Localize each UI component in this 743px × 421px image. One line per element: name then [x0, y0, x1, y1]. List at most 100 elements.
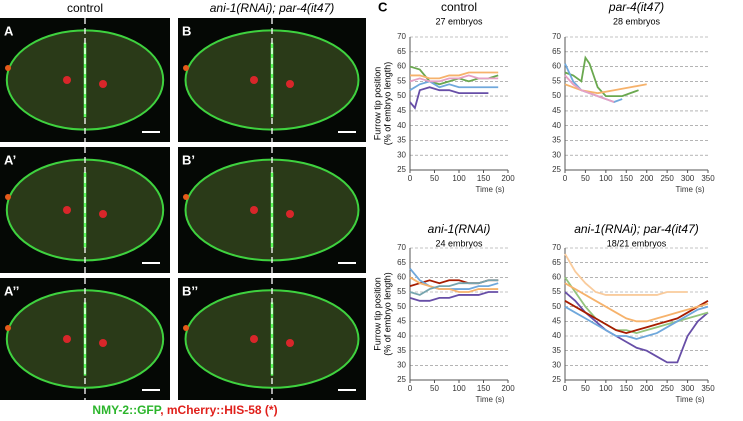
image-label: A’: [4, 152, 16, 167]
y-tick-label: 35: [397, 346, 406, 355]
image-label: B’’: [182, 283, 198, 298]
y-tick-label: 35: [552, 346, 561, 355]
nucleus: [286, 210, 294, 218]
y-tick-label: 55: [552, 287, 561, 296]
trace: [409, 291, 499, 302]
chart-subtitle: 27 embryos: [435, 16, 483, 26]
x-tick-label: 0: [408, 174, 413, 183]
y-tick-label: 60: [397, 62, 406, 71]
y-axis-label: Furrow tip position: [372, 67, 382, 141]
x-tick-label: 350: [701, 174, 715, 183]
x-tick-label: 100: [599, 174, 613, 183]
y-tick-label: 45: [397, 106, 406, 115]
y-tick-label: 40: [552, 331, 561, 340]
x-tick-label: 0: [563, 174, 568, 183]
y-tick-label: 55: [397, 287, 406, 296]
x-tick-label: 300: [681, 384, 695, 393]
trace: [564, 300, 709, 335]
x-tick-label: 300: [681, 174, 695, 183]
y-tick-label: 35: [397, 136, 406, 145]
y-tick-label: 30: [397, 360, 406, 369]
y-tick-label: 45: [552, 316, 561, 325]
x-tick-label: 0: [563, 384, 568, 393]
nucleus: [286, 80, 294, 88]
nucleus: [250, 206, 258, 214]
chart-subtitle: 28 embryos: [613, 16, 661, 26]
x-axis-label: Time (s): [675, 395, 704, 404]
panel-label: C: [378, 0, 388, 14]
x-axis-label: Time (s): [475, 185, 504, 194]
image-label: A: [4, 23, 14, 38]
chart-subtitle: 18/21 embryos: [607, 238, 667, 248]
trace: [409, 86, 489, 110]
trace: [409, 279, 499, 296]
polar-body: [5, 325, 11, 331]
nucleus: [286, 339, 294, 347]
trace: [564, 291, 709, 364]
y-tick-label: 50: [397, 302, 406, 311]
y-tick-label: 70: [397, 32, 406, 41]
x-tick-label: 50: [430, 384, 439, 393]
x-tick-label: 50: [581, 384, 590, 393]
x-tick-label: 250: [660, 384, 674, 393]
y-tick-label: 25: [552, 375, 561, 384]
x-tick-label: 100: [452, 384, 466, 393]
polar-body: [183, 325, 189, 331]
x-tick-label: 0: [408, 384, 413, 393]
trace: [564, 55, 639, 98]
x-tick-label: 50: [581, 174, 590, 183]
y-tick-label: 65: [397, 47, 406, 56]
y-tick-label: 55: [397, 76, 406, 85]
y-tick-label: 50: [552, 302, 561, 311]
chart-title: ani-1(RNAi); par-4(it47): [574, 222, 698, 236]
y-tick-label: 60: [397, 272, 406, 281]
nucleus: [99, 210, 107, 218]
y-tick-label: 25: [397, 165, 406, 174]
trace: [409, 276, 499, 293]
y-tick-label: 50: [552, 91, 561, 100]
x-tick-label: 150: [620, 174, 634, 183]
caption-part: NMY-2::GFP: [92, 403, 161, 417]
chart-title: control: [441, 0, 477, 14]
trace: [564, 282, 709, 323]
x-tick-label: 150: [620, 384, 634, 393]
y-axis-label: (% of embryo length): [382, 272, 392, 356]
y-tick-label: 25: [397, 375, 406, 384]
caption-part: , mCherry::HIS-58 (*): [160, 403, 277, 417]
x-axis-label: Time (s): [675, 185, 704, 194]
trace: [564, 74, 615, 103]
trace: [410, 71, 499, 80]
nucleus: [63, 335, 71, 343]
y-tick-label: 65: [552, 258, 561, 267]
y-tick-label: 50: [397, 91, 406, 100]
y-tick-label: 40: [397, 331, 406, 340]
y-tick-label: 45: [397, 316, 406, 325]
x-tick-label: 100: [452, 174, 466, 183]
x-axis-label: Time (s): [475, 395, 504, 404]
trace: [564, 276, 709, 335]
x-tick-label: 150: [477, 174, 491, 183]
caption: NMY-2::GFP, mCherry::HIS-58 (*): [92, 403, 277, 417]
trace: [409, 74, 499, 83]
y-tick-label: 70: [552, 243, 561, 252]
polar-body: [5, 65, 11, 71]
y-tick-label: 65: [552, 47, 561, 56]
nucleus: [99, 80, 107, 88]
nucleus: [63, 76, 71, 84]
trace: [409, 267, 499, 290]
y-tick-label: 70: [397, 243, 406, 252]
y-tick-label: 45: [552, 106, 561, 115]
y-tick-label: 30: [397, 150, 406, 159]
image-label: B’: [182, 152, 195, 167]
nucleus: [250, 76, 258, 84]
x-tick-label: 200: [640, 174, 654, 183]
y-tick-label: 30: [552, 360, 561, 369]
y-tick-label: 65: [397, 258, 406, 267]
trace: [564, 253, 688, 296]
y-tick-label: 30: [552, 150, 561, 159]
x-tick-label: 100: [599, 384, 613, 393]
column-header: ani-1(RNAi); par-4(it47): [210, 1, 334, 15]
x-tick-label: 200: [501, 384, 515, 393]
